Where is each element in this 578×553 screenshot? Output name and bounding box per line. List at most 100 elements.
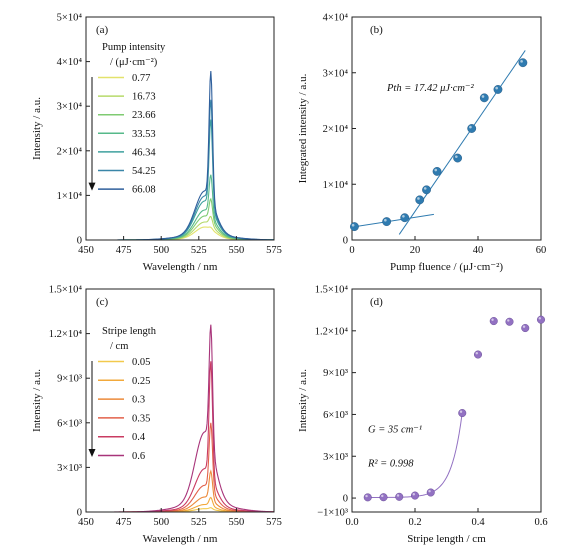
legend-label: 33.53 (132, 129, 156, 140)
x-tick-label: 20 (410, 245, 421, 256)
series-line-46.34 (86, 119, 274, 240)
y-tick-label: 1.5×10⁴ (315, 285, 349, 296)
x-axis-title: Pump fluence / (μJ·cm⁻²) (390, 261, 503, 273)
legend-title: Pump intensity (102, 42, 166, 53)
data-point (415, 195, 425, 205)
arrow-down-icon (88, 182, 96, 191)
y-tick-label: 1×10⁴ (323, 180, 349, 191)
x-tick-label: 60 (536, 245, 547, 256)
data-point-highlight (459, 410, 463, 413)
y-axis-title: Integrated intensity / a.u. (297, 73, 309, 183)
x-tick-label: 0.2 (408, 517, 421, 528)
y-tick-label: 6×10³ (323, 410, 348, 421)
legend-label: 23.66 (132, 110, 156, 121)
y-tick-label: 3×10³ (323, 452, 348, 463)
legend-label: 0.05 (132, 357, 150, 368)
y-tick-label: 2×10⁴ (323, 124, 349, 135)
data-point-highlight (491, 318, 494, 321)
x-tick-label: 550 (229, 245, 245, 256)
y-tick-label: 3×10³ (57, 463, 82, 474)
y-tick-label: 4×10⁴ (323, 13, 349, 24)
gain-annotation: G = 35 cm⁻¹ (368, 425, 422, 436)
panel-label: (b) (370, 24, 383, 36)
data-point-highlight (396, 494, 400, 497)
x-axis-title: Wavelength / nm (143, 261, 218, 273)
data-point-highlight (520, 60, 523, 63)
panel-d: 0.0 0.2 0.4 0.6 −1×10³ 0 3×10³ 6×10³ 9×10³ 1.2×10… (297, 285, 548, 546)
legend-title-unit: / cm (110, 341, 128, 352)
legend-label: 0.25 (132, 376, 150, 387)
data-point (505, 317, 514, 326)
data-point (493, 85, 503, 94)
panel-label: (c) (96, 296, 109, 308)
y-axis-title: Intensity / a.u. (31, 97, 43, 160)
legend-label: 0.4 (132, 432, 146, 443)
x-tick-label: 575 (266, 245, 282, 256)
data-point-highlight (495, 86, 498, 90)
data-point-highlight (455, 155, 458, 158)
y-tick-label: 0 (343, 494, 348, 505)
data-point-highlight (434, 168, 438, 172)
data-point-highlight (402, 215, 405, 218)
data-point-highlight (522, 325, 526, 328)
y-tick-label: 1.5×10⁴ (49, 285, 83, 296)
data-point (518, 58, 528, 68)
panel-label: (d) (370, 296, 383, 308)
data-point (426, 488, 435, 497)
data-point-highlight (384, 218, 387, 222)
y-tick-label: 0 (77, 508, 82, 519)
legend-label: 0.77 (132, 73, 150, 84)
data-point-highlight (365, 494, 368, 498)
panel-a: 450 475 500 525 550 575 0 1×10⁴ 2×10⁴ 3×10⁴ 4×10⁴ 5… (31, 13, 282, 274)
data-point-highlight (423, 187, 427, 190)
data-point-highlight (538, 317, 541, 320)
data-point (411, 491, 420, 500)
x-tick-label: 0.4 (471, 517, 485, 528)
data-point-highlight (351, 223, 355, 227)
data-point (382, 217, 392, 227)
data-point (479, 93, 489, 103)
y-tick-label: 5×10⁴ (57, 13, 83, 24)
plot-frame (351, 16, 542, 241)
series-line-23.66 (86, 197, 274, 240)
fit-line-below-threshold (351, 213, 434, 228)
data-point (350, 222, 359, 232)
plot-frame (85, 288, 275, 513)
x-tick-label: 0 (349, 245, 354, 256)
data-point-highlight (507, 319, 510, 322)
panel-c: 450 475 500 525 550 575 0 3×10³ 6×10³ 9×10³ 1.2×10… (31, 285, 282, 546)
data-point (363, 493, 372, 502)
data-point-highlight (469, 125, 472, 129)
data-point (458, 409, 467, 418)
data-point-highlight (481, 95, 485, 98)
data-point (474, 350, 483, 359)
y-tick-label: 6×10³ (57, 418, 82, 429)
legend-label: 54.25 (132, 166, 156, 177)
y-tick-label: 9×10³ (57, 374, 82, 385)
y-tick-label: 1.2×10⁴ (49, 329, 83, 340)
y-axis-title: Intensity / a.u. (297, 369, 309, 432)
data-point-highlight (381, 494, 384, 498)
data-point (379, 493, 388, 502)
x-axis-title: Stripe length / cm (407, 533, 486, 545)
y-axis-title: Intensity / a.u. (31, 369, 43, 432)
series-group (86, 70, 274, 240)
legend-label: 66.08 (132, 185, 156, 196)
y-tick-label: 9×10³ (323, 368, 348, 379)
arrow-down-icon (88, 449, 96, 457)
x-tick-label: 40 (473, 245, 484, 256)
y-tick-label: 3×10⁴ (57, 102, 83, 113)
panel-label: (a) (96, 24, 109, 36)
data-point (432, 167, 442, 176)
r-squared-annotation: R² = 0.998 (367, 459, 414, 470)
x-tick-label: 475 (116, 517, 132, 528)
data-point (400, 213, 410, 223)
y-tick-label: 1.2×10⁴ (315, 326, 349, 337)
data-point (489, 317, 498, 326)
legend-label: 0.35 (132, 413, 150, 424)
y-tick-label: 3×10⁴ (323, 68, 349, 79)
data-point (537, 315, 546, 324)
y-tick-label: 4×10⁴ (57, 57, 83, 68)
threshold-annotation: Pth = 17.42 μJ·cm⁻² (386, 83, 475, 94)
